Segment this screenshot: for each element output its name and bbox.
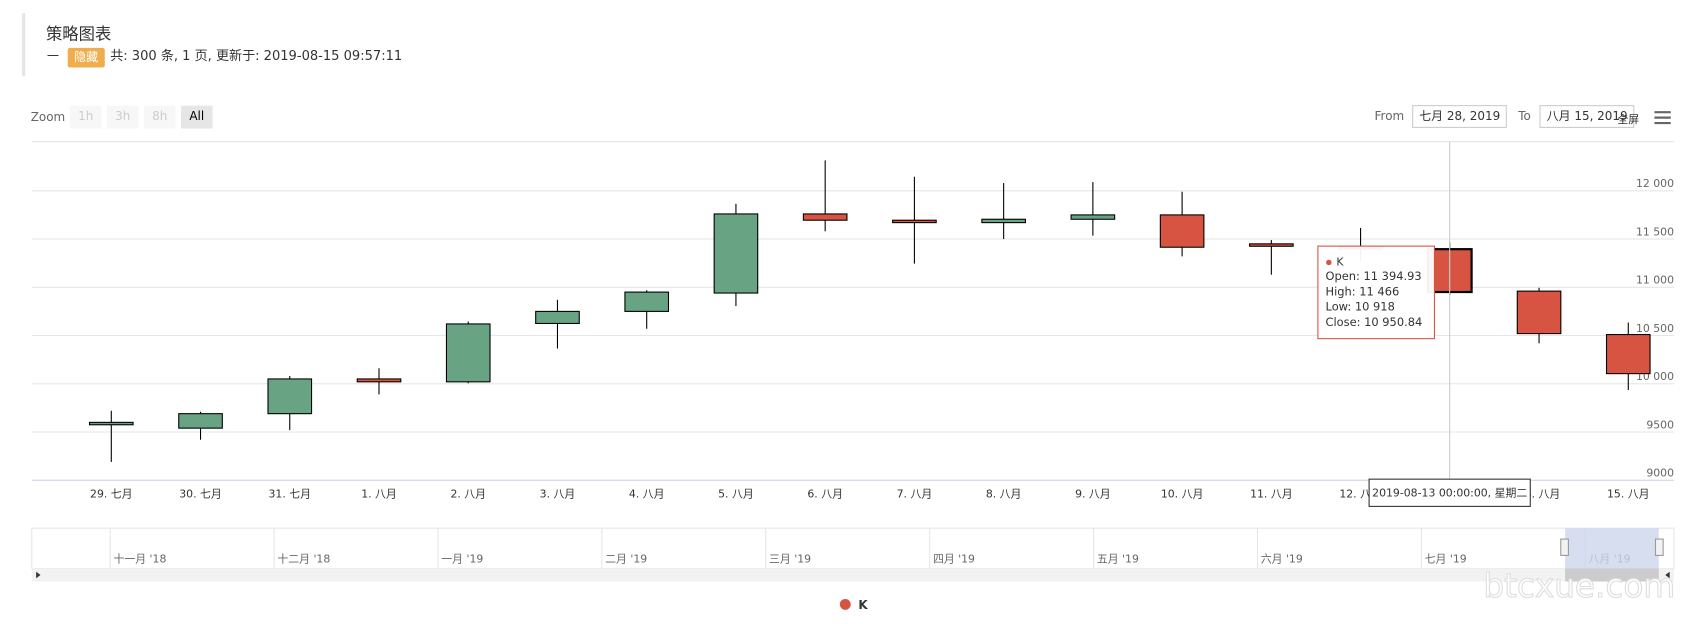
x-tick-label: 10. 八月 <box>1161 487 1204 500</box>
candle-body[interactable] <box>88 421 134 426</box>
tooltip-series: K <box>1336 255 1344 268</box>
page-title: 策略图表 <box>46 24 111 43</box>
scrollbar[interactable] <box>31 568 1675 582</box>
to-value[interactable]: 八月 15, 2019 <box>1547 109 1628 123</box>
y-tick-label: 12 000 <box>1636 177 1674 190</box>
from-input[interactable] <box>1412 105 1507 128</box>
zoom-button-label[interactable]: 8h <box>152 109 167 123</box>
x-tick-label: 31. 七月 <box>269 487 312 500</box>
scroll-left[interactable] <box>36 571 41 579</box>
zoom-button[interactable] <box>106 105 139 129</box>
zoom-button[interactable] <box>143 105 176 129</box>
navigator-label: 十二月 '18 <box>277 552 330 566</box>
zoom-button-label[interactable]: 1h <box>78 109 93 123</box>
info: 共: 300 条, 1 页, 更新于: 2019-08-15 09:57:11 <box>110 48 402 64</box>
candle-body[interactable] <box>892 219 937 224</box>
x-tick-label: 29. 七月 <box>90 487 133 500</box>
candle-body[interactable] <box>624 291 670 312</box>
menu-icon[interactable] <box>1654 111 1671 125</box>
badge-text[interactable]: 隐藏 <box>74 50 98 64</box>
x-tick-label: 3. 八月 <box>540 487 576 500</box>
x-tick-label: 2. 八月 <box>450 487 486 500</box>
candle-body[interactable] <box>267 378 313 415</box>
tooltip-line: Close: 10 950.84 <box>1326 315 1423 329</box>
x-tick-label: 8. 八月 <box>986 487 1022 500</box>
tooltip-line: Open: 11 394.93 <box>1326 269 1422 283</box>
legend-marker[interactable] <box>839 598 851 610</box>
y-tick-label: 11 500 <box>1636 225 1674 238</box>
x-tick-label: 6. 八月 <box>807 487 843 500</box>
candle-body[interactable] <box>1605 334 1651 375</box>
crosshair-label: 2019-08-13 00:00:00, 星期二 <box>1372 486 1527 499</box>
zoom-button[interactable] <box>180 105 213 129</box>
scroll-right[interactable] <box>1665 571 1670 579</box>
x-tick-label: 7. 八月 <box>897 487 933 500</box>
candle-body[interactable] <box>178 413 223 429</box>
y-tick-label: 9000 <box>1646 467 1674 480</box>
to-input[interactable] <box>1539 105 1635 128</box>
candle-body[interactable] <box>1516 290 1562 335</box>
navigator-handle[interactable] <box>1654 538 1664 556</box>
candle-body[interactable] <box>1159 214 1205 248</box>
scrollbar-thumb[interactable] <box>1565 568 1659 582</box>
navigator-label: 一月 '19 <box>441 553 483 566</box>
tooltip-marker <box>1326 259 1332 266</box>
x-tick-label: 30. 七月 <box>179 487 222 500</box>
candle-body[interactable] <box>1249 243 1294 247</box>
navigator-selection[interactable] <box>1565 528 1659 569</box>
candle-body[interactable] <box>802 213 848 221</box>
navigator-label: 十一月 '18 <box>113 552 166 566</box>
zoom-label: Zoom <box>31 110 66 124</box>
zoom-button[interactable] <box>69 105 102 129</box>
navigator-label: 二月 '19 <box>605 553 647 566</box>
navigator-label: 三月 '19 <box>769 553 811 566</box>
candle-body[interactable] <box>713 213 759 294</box>
zoom-button-label[interactable]: All <box>189 109 204 123</box>
x-tick-label: 4. 八月 <box>629 487 665 500</box>
navigator-handle[interactable] <box>1560 538 1569 556</box>
candle-body[interactable] <box>356 378 402 383</box>
navigator-label: 五月 '19 <box>1097 553 1139 566</box>
dash: 一 <box>47 49 59 63</box>
x-tick-label: 1. 八月 <box>361 487 397 500</box>
zoom-button-label[interactable]: 3h <box>115 109 130 123</box>
from-label: From <box>1375 109 1405 123</box>
tooltip <box>1317 245 1435 340</box>
x-tick-label: 5. 八月 <box>718 487 754 500</box>
header-bar <box>22 13 26 77</box>
y-tick-label: 11 000 <box>1636 274 1674 287</box>
from-value[interactable]: 七月 28, 2019 <box>1419 109 1500 123</box>
navigator-label: 六月 '19 <box>1261 553 1303 566</box>
candle-body[interactable] <box>535 310 580 324</box>
x-tick-label: 9. 八月 <box>1075 487 1111 500</box>
crosshair-label-box <box>1368 478 1531 507</box>
y-tick-label: 9500 <box>1646 418 1674 431</box>
badge[interactable] <box>67 47 105 68</box>
y-tick-label: 10 500 <box>1636 322 1674 335</box>
legend-label[interactable]: K <box>858 598 868 612</box>
x-tick-label: 11. 八月 <box>1250 487 1293 500</box>
tooltip-line: Low: 10 918 <box>1326 300 1395 314</box>
tooltip-line: High: 11 466 <box>1326 284 1400 298</box>
fullscreen[interactable]: 全屏 <box>1617 112 1639 126</box>
navigator-label: 七月 '19 <box>1425 553 1467 566</box>
candle-body[interactable] <box>981 218 1026 224</box>
candle-body[interactable] <box>1070 214 1116 220</box>
to-label: To <box>1517 109 1531 123</box>
navigator[interactable] <box>31 527 1675 570</box>
navigator-label: 四月 '19 <box>933 553 975 566</box>
watermark: btcxue.com <box>1483 567 1675 605</box>
x-tick-label: 15. 八月 <box>1607 487 1650 500</box>
candle-body[interactable] <box>445 323 491 383</box>
